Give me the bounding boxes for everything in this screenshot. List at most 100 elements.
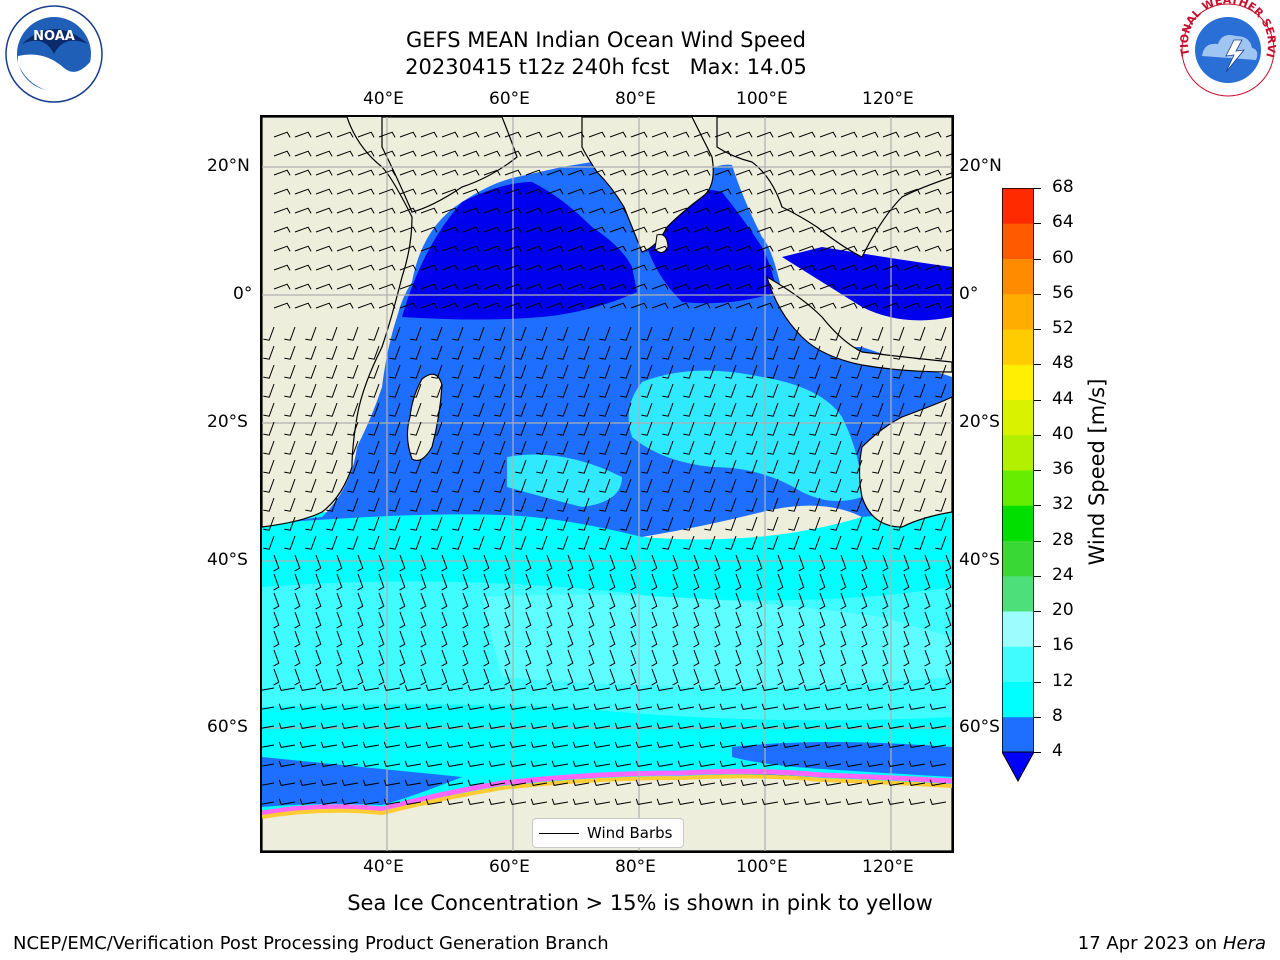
- wind-barb: [851, 326, 863, 341]
- colorbar-tick-label: 28: [1052, 529, 1074, 550]
- wind-barb: [777, 245, 795, 252]
- wind-barb: [651, 283, 669, 290]
- wind-barb: [740, 779, 758, 786]
- lon-tick-top-120: 120°E: [862, 89, 914, 109]
- wind-barb: [777, 611, 784, 629]
- wind-barb: [651, 302, 669, 309]
- wind-barb: [777, 554, 784, 572]
- wind-barb: [908, 779, 926, 786]
- wind-barb: [284, 383, 296, 398]
- wind-barb: [651, 649, 658, 667]
- wind-barb: [578, 326, 590, 341]
- wind-barb: [410, 421, 422, 436]
- wind-barb: [756, 245, 774, 252]
- wind-barb: [263, 516, 275, 531]
- wind-barb: [740, 798, 758, 805]
- wind-barb: [929, 703, 947, 710]
- wind-barb: [756, 668, 763, 686]
- wind-barb: [924, 283, 942, 290]
- wind-barb: [378, 630, 385, 648]
- wind-barb: [641, 459, 653, 474]
- wind-barb: [420, 245, 438, 252]
- wind-barb: [315, 573, 322, 591]
- colorbar-tick: [1034, 434, 1041, 436]
- wind-barb: [882, 169, 900, 176]
- wind-barb: [504, 264, 522, 271]
- wind-barb: [641, 497, 653, 512]
- wind-barb: [525, 649, 532, 667]
- wind-barb: [509, 722, 527, 729]
- wind-barb: [273, 611, 280, 629]
- wind-barb: [368, 459, 380, 474]
- wind-barb: [473, 402, 485, 417]
- wind-barb: [767, 383, 779, 398]
- wind-barb: [683, 440, 695, 455]
- colorbar-tick-label: 40: [1052, 423, 1074, 444]
- wind-barb: [887, 741, 905, 748]
- wind-barb: [809, 402, 821, 417]
- wind-barb: [840, 554, 847, 572]
- wind-barb: [704, 345, 716, 360]
- wind-barb: [819, 131, 837, 138]
- wind-barb: [273, 188, 291, 195]
- wind-barb: [504, 150, 522, 157]
- wind-barb: [515, 345, 527, 360]
- wind-barb: [641, 402, 653, 417]
- wind-barb: [882, 302, 900, 309]
- wind-barb: [924, 131, 942, 138]
- wind-barb: [777, 630, 784, 648]
- wind-barb: [336, 592, 343, 610]
- wind-barb: [315, 188, 333, 195]
- wind-barb: [924, 150, 942, 157]
- colorbar-tick-label: 20: [1052, 600, 1074, 620]
- wind-barb: [861, 649, 868, 667]
- wind-barb: [378, 245, 396, 252]
- wind-barb: [735, 302, 753, 309]
- wind-barb: [683, 383, 695, 398]
- wind-barb: [656, 798, 674, 805]
- wind-barb: [788, 364, 800, 379]
- wind-barb: [452, 440, 464, 455]
- wind-barb: [368, 516, 380, 531]
- wind-barb: [777, 592, 784, 610]
- wind-barb: [735, 169, 753, 176]
- wind-barb: [824, 741, 842, 748]
- wind-barb: [830, 402, 842, 417]
- wind-barb: [698, 703, 716, 710]
- wind-barb: [599, 383, 611, 398]
- wind-barb: [441, 592, 448, 610]
- wind-barb: [945, 191, 952, 195]
- wind-barb: [935, 459, 947, 474]
- wind-barb: [483, 245, 501, 252]
- wind-barb: [866, 798, 884, 805]
- wind-barb: [714, 668, 721, 686]
- wind-barb: [719, 722, 737, 729]
- wind-barb: [446, 741, 464, 748]
- wind-barb: [861, 554, 868, 572]
- wind-barb: [357, 188, 375, 195]
- wind-barb: [935, 421, 947, 436]
- wind-barb: [488, 703, 506, 710]
- colorbar-swatch: [1002, 258, 1034, 295]
- wind-barb: [740, 760, 758, 767]
- wind-barb: [546, 283, 564, 290]
- wind-barb: [630, 611, 637, 629]
- wind-barb: [431, 478, 443, 493]
- wind-barb: [462, 554, 469, 572]
- wind-barb: [378, 668, 385, 686]
- wind-barb: [567, 245, 585, 252]
- wind-barb: [756, 302, 774, 309]
- wind-barb: [567, 611, 574, 629]
- wind-barb: [551, 760, 569, 767]
- wind-barb: [441, 554, 448, 572]
- wind-barb: [494, 535, 506, 550]
- wind-barb: [914, 326, 926, 341]
- wind-barb: [735, 226, 753, 233]
- wind-barb: [599, 326, 611, 341]
- wind-barb: [326, 345, 338, 360]
- wind-barb: [599, 497, 611, 512]
- wind-barb: [782, 722, 800, 729]
- lat-tick-right-60s: 60°S: [959, 717, 1000, 737]
- wind-barb: [551, 798, 569, 805]
- wind-barb: [567, 630, 574, 648]
